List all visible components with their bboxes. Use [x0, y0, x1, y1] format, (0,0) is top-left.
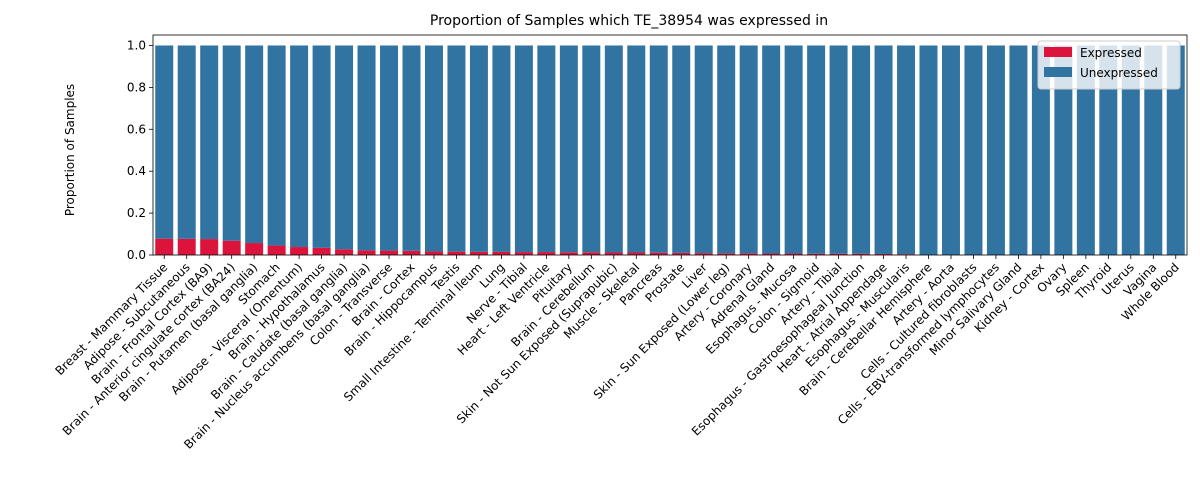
bar-expressed — [312, 247, 331, 255]
bar-expressed — [447, 251, 466, 255]
bar-unexpressed — [1054, 45, 1073, 255]
bar-unexpressed — [290, 45, 309, 248]
bar-unexpressed — [986, 45, 1005, 255]
bar-expressed — [604, 252, 623, 255]
bar-unexpressed — [335, 45, 354, 250]
bar-unexpressed — [514, 45, 533, 253]
bar-unexpressed — [919, 45, 938, 255]
bar-unexpressed — [604, 45, 623, 253]
bar-expressed — [514, 252, 533, 255]
bars-group — [155, 45, 1185, 255]
bar-unexpressed — [784, 45, 803, 254]
bar-expressed — [537, 252, 556, 255]
bar-expressed — [380, 250, 399, 255]
bar-unexpressed — [941, 45, 960, 255]
legend-box — [1037, 40, 1181, 90]
bar-unexpressed — [1099, 45, 1118, 255]
bar-unexpressed — [1144, 45, 1163, 255]
bar-unexpressed — [380, 45, 399, 251]
bar-expressed — [267, 245, 286, 255]
bar-unexpressed — [177, 45, 196, 239]
legend-swatch — [1044, 47, 1072, 57]
bar-expressed — [852, 253, 871, 255]
bar-unexpressed — [739, 45, 758, 254]
y-tick-label: 1.0 — [127, 38, 146, 52]
bar-expressed — [402, 250, 421, 255]
legend-swatch — [1044, 67, 1072, 77]
bar-expressed — [762, 253, 781, 255]
y-tick-label: 0.4 — [127, 164, 146, 178]
bar-expressed — [245, 243, 264, 255]
bar-expressed — [335, 249, 354, 255]
bar-unexpressed — [717, 45, 736, 254]
y-tick-label: 0.0 — [127, 248, 146, 262]
bar-unexpressed — [852, 45, 871, 254]
bar-unexpressed — [424, 45, 443, 252]
bar-unexpressed — [1121, 45, 1140, 255]
bar-unexpressed — [559, 45, 578, 253]
bar-expressed — [829, 253, 848, 255]
bar-expressed — [424, 251, 443, 255]
bar-expressed — [672, 252, 691, 255]
bar-expressed — [222, 240, 241, 255]
bar-unexpressed — [1076, 45, 1095, 255]
bar-expressed — [649, 252, 668, 255]
y-axis: 0.0 0.2 0.4 0.6 0.8 1.0 — [127, 38, 153, 262]
bar-expressed — [874, 253, 893, 255]
bar-unexpressed — [1009, 45, 1028, 255]
bar-expressed — [582, 252, 601, 255]
bar-unexpressed — [627, 45, 646, 253]
bar-unexpressed — [469, 45, 488, 252]
bar-unexpressed — [694, 45, 713, 254]
bar-expressed — [694, 253, 713, 255]
bar-unexpressed — [447, 45, 466, 252]
legend-label: Unexpressed — [1080, 66, 1158, 80]
legend: Expressed Unexpressed — [1037, 40, 1181, 90]
bar-expressed — [897, 254, 916, 255]
bar-unexpressed — [245, 45, 264, 244]
bar-unexpressed — [964, 45, 983, 255]
y-tick-label: 0.8 — [127, 80, 146, 94]
bar-unexpressed — [402, 45, 421, 251]
bar-unexpressed — [897, 45, 916, 255]
bar-unexpressed — [357, 45, 376, 251]
bar-unexpressed — [807, 45, 826, 254]
chart-title: Proportion of Samples which TE_38954 was… — [430, 13, 828, 29]
bar-unexpressed — [312, 45, 331, 248]
bar-expressed — [492, 251, 511, 255]
bar-unexpressed — [537, 45, 556, 253]
bar-unexpressed — [200, 45, 219, 240]
bar-expressed — [357, 250, 376, 255]
bar-unexpressed — [762, 45, 781, 254]
bar-unexpressed — [222, 45, 241, 241]
bar-expressed — [807, 253, 826, 255]
y-axis-label: Proportion of Samples — [63, 84, 77, 216]
bar-expressed — [200, 239, 219, 255]
bar-unexpressed — [155, 45, 174, 239]
bar-unexpressed — [672, 45, 691, 253]
bar-expressed — [627, 252, 646, 255]
bar-unexpressed — [267, 45, 286, 246]
y-tick-label: 0.6 — [127, 122, 146, 136]
plot-frame — [152, 34, 1188, 256]
legend-label: Expressed — [1080, 46, 1142, 60]
bar-unexpressed — [874, 45, 893, 254]
bar-expressed — [559, 252, 578, 255]
bar-unexpressed — [1166, 45, 1185, 255]
bar-expressed — [155, 238, 174, 255]
y-tick-label: 0.2 — [127, 206, 146, 220]
bar-expressed — [177, 238, 196, 255]
bar-expressed — [717, 253, 736, 255]
bar-unexpressed — [582, 45, 601, 253]
bar-expressed — [290, 247, 309, 255]
bar-unexpressed — [829, 45, 848, 254]
bar-unexpressed — [1031, 45, 1050, 255]
bar-expressed — [739, 253, 758, 255]
bar-expressed — [784, 253, 803, 255]
bar-unexpressed — [649, 45, 668, 253]
bar-unexpressed — [492, 45, 511, 252]
bar-expressed — [469, 251, 488, 255]
